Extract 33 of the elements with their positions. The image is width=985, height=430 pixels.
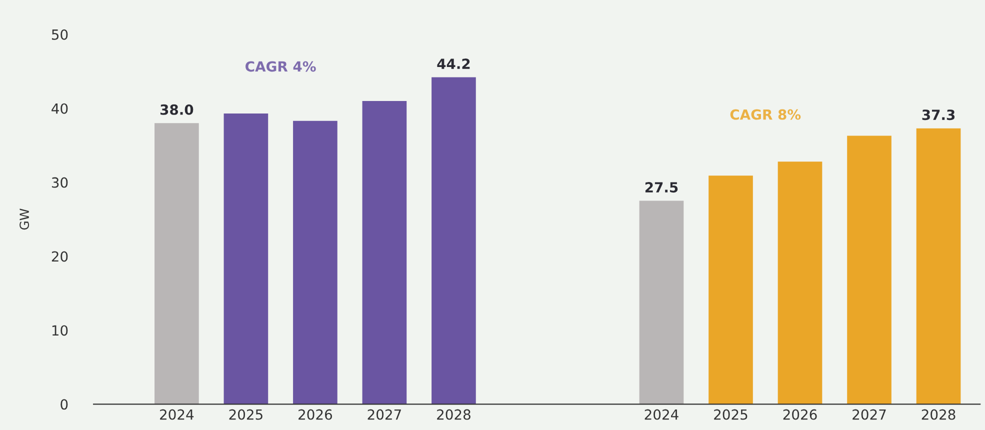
y-tick-label: 40 bbox=[52, 103, 68, 114]
x-tick-label: 2028 bbox=[437, 409, 470, 420]
x-tick-label: 2027 bbox=[852, 409, 886, 420]
x-tick-label: 2025 bbox=[714, 409, 748, 420]
x-tick-label: 2024 bbox=[644, 409, 678, 420]
x-tick-label: 2028 bbox=[922, 409, 956, 420]
bar bbox=[432, 77, 476, 404]
bar bbox=[639, 200, 684, 404]
annotation: CAGR 8% bbox=[730, 109, 801, 120]
annotation: CAGR 4% bbox=[246, 61, 316, 72]
bar bbox=[154, 123, 199, 404]
y-tick-label: 30 bbox=[52, 177, 68, 188]
x-tick-label: 2026 bbox=[298, 409, 332, 420]
y-tick-label: 10 bbox=[52, 325, 68, 336]
x-tick-label: 2027 bbox=[368, 409, 401, 420]
x-tick-label: 2025 bbox=[229, 409, 262, 420]
y-tick-label: 0 bbox=[60, 399, 68, 410]
y-tick-label: 20 bbox=[52, 251, 68, 262]
x-tick-label: 2024 bbox=[160, 409, 194, 420]
data-label: 38.0 bbox=[160, 104, 194, 115]
bar bbox=[362, 100, 407, 404]
bar bbox=[708, 176, 753, 404]
data-label: 27.5 bbox=[645, 182, 678, 193]
bar bbox=[293, 120, 338, 404]
data-label: 37.3 bbox=[922, 110, 955, 120]
bar bbox=[916, 128, 961, 404]
y-tick-label: 50 bbox=[52, 29, 68, 40]
data-label: 44.2 bbox=[437, 58, 470, 69]
bar bbox=[847, 136, 892, 404]
y-axis-title: GW bbox=[20, 208, 30, 230]
x-tick-label: 2026 bbox=[783, 409, 817, 420]
bar bbox=[778, 162, 822, 404]
bar bbox=[224, 114, 268, 404]
